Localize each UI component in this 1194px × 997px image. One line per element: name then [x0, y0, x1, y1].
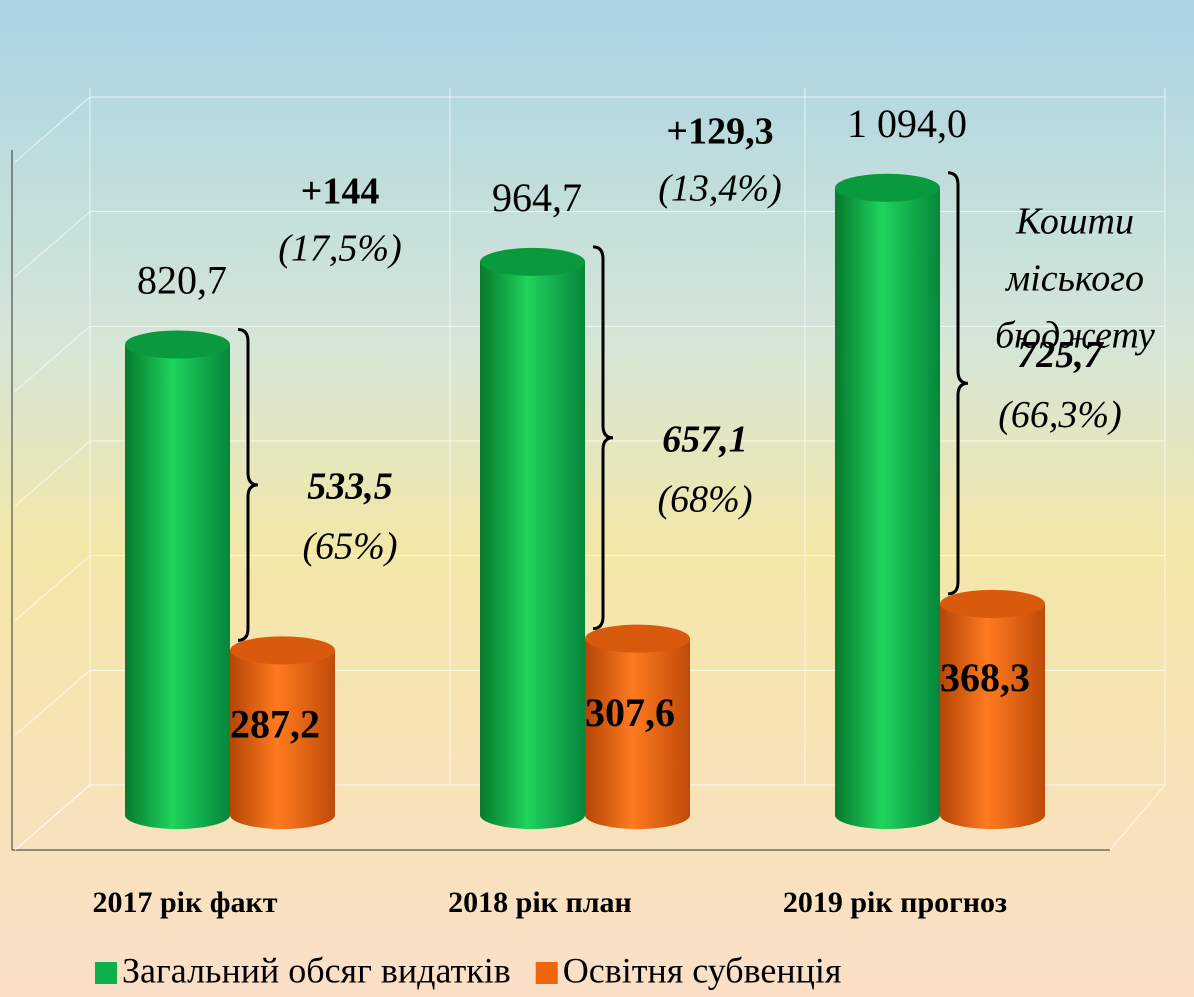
budget-label: бюджету: [995, 315, 1155, 357]
legend-label: Загальний обсяг видатків: [122, 950, 511, 990]
increase-share: (13,4%): [658, 168, 781, 210]
brace: [592, 245, 614, 631]
value-label: 964,7: [492, 175, 582, 220]
bar: [125, 344, 230, 815]
value-label: 307,6: [585, 690, 675, 735]
bar: [835, 187, 940, 816]
value-label: 368,3: [940, 655, 1030, 700]
chart-box: [14, 88, 1166, 851]
bar-bottom: [230, 801, 335, 829]
budget-value: 657,1: [662, 418, 748, 460]
grid-line: [14, 669, 91, 736]
grid-line: [14, 211, 91, 278]
legend-swatch: [535, 962, 558, 984]
budget-share: (66,3%): [998, 394, 1121, 436]
increase-share: (17,5%): [278, 228, 401, 270]
budget-share: (65%): [303, 526, 398, 568]
grid-line: [14, 555, 91, 622]
bar-top: [230, 636, 335, 665]
budget-label: Кошти: [1015, 201, 1134, 243]
bar: [480, 261, 585, 815]
brace: [237, 327, 259, 642]
grid-line: [14, 784, 91, 851]
budget-value: 533,5: [307, 466, 393, 508]
x-tick-label: 2018 рік план: [448, 886, 632, 919]
x-tick-label: 2017 рік факт: [92, 886, 277, 919]
brace: [947, 171, 969, 596]
bar-top: [940, 589, 1045, 618]
value-label: 1 094,0: [847, 101, 967, 146]
increase-value: +144: [301, 171, 380, 213]
bar: [940, 603, 1045, 815]
bar-top: [585, 624, 690, 653]
x-tick-label: 2019 рік прогноз: [783, 886, 1007, 919]
increase-value: +129,3: [666, 111, 773, 153]
bar: [585, 638, 690, 815]
value-label: 287,2: [230, 702, 320, 747]
bar-top: [480, 247, 585, 276]
legend-label: Освітня субвенція: [563, 950, 842, 990]
value-label: 820,7: [137, 258, 227, 303]
budget-label: міського: [1004, 258, 1144, 300]
legend-swatch: [95, 962, 117, 984]
bar-bottom: [835, 801, 940, 829]
bar-bottom: [480, 801, 585, 829]
budget-value: 725,7: [1017, 334, 1105, 376]
bar-bottom: [125, 801, 230, 829]
bar: [230, 650, 335, 815]
grid-line: [14, 96, 91, 163]
bar-top: [125, 330, 230, 359]
bar-bottom: [940, 801, 1045, 829]
bar-bottom: [585, 801, 690, 829]
budget-share: (68%): [658, 478, 753, 520]
grid-line: [14, 325, 91, 392]
grid-line: [14, 440, 91, 507]
bar-top: [835, 173, 940, 202]
